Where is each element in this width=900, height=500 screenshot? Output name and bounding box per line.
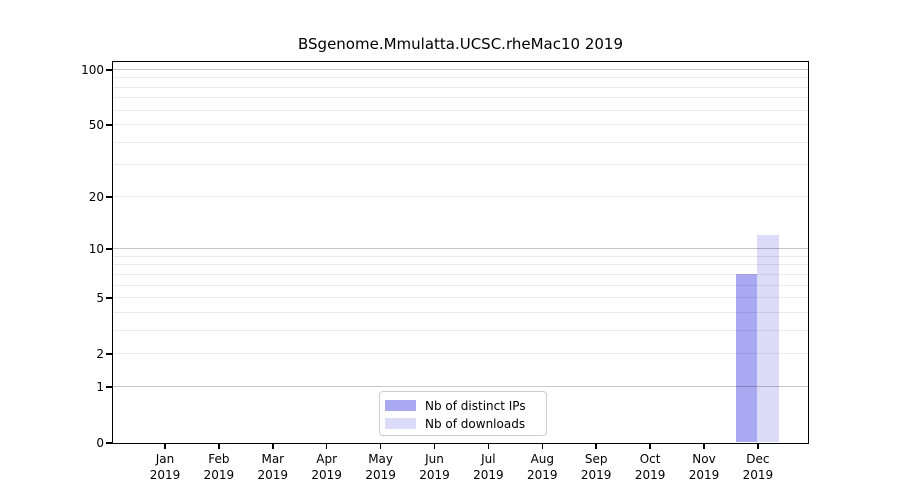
gridline-minor-3 (112, 329, 808, 331)
gridline-minor-70 (112, 97, 808, 99)
gridline-minor-50 (112, 124, 808, 126)
gridline-minor-4 (112, 311, 808, 313)
grid-layer (112, 62, 808, 443)
x-tick-jan (164, 443, 166, 449)
gridline-minor-8 (112, 264, 808, 266)
x-tick-year: 2019 (257, 467, 289, 482)
x-tick-month: Sep (584, 452, 608, 466)
y-tick-1 (106, 386, 113, 388)
x-tick-label-may: May 2019 (349, 452, 413, 483)
x-tick-label-nov: Nov 2019 (672, 452, 736, 483)
y-tick-100 (106, 69, 113, 71)
x-tick-year: 2019 (473, 467, 504, 482)
legend-swatch-distinct-ips (385, 400, 416, 411)
x-tick-label-oct: Oct 2019 (618, 452, 682, 483)
x-tick-apr (325, 443, 328, 449)
legend-label-distinct-ips: Nb of distinct IPs (425, 398, 526, 413)
y-tick-label-0: 0 (96, 436, 104, 450)
x-tick-nov (703, 443, 705, 449)
x-tick-month: Oct (639, 452, 661, 466)
x-tick-label-jul: Jul 2019 (456, 452, 520, 483)
gridline-minor-5 (112, 297, 808, 299)
x-tick-year: 2019 (742, 467, 774, 482)
gridline-major-1 (112, 385, 808, 387)
x-tick-month: Nov (692, 452, 716, 466)
y-tick-5 (106, 297, 113, 299)
gridline-minor-6 (112, 284, 808, 286)
x-tick-jun (433, 443, 436, 449)
x-tick-year: 2019 (149, 467, 181, 482)
y-tick-label-50: 50 (88, 118, 104, 133)
gridline-minor-80 (112, 86, 808, 88)
bar-downloads-dec (757, 235, 779, 443)
x-tick-month: Feb (208, 452, 230, 466)
x-tick-year: 2019 (634, 467, 666, 482)
x-tick-aug (541, 443, 544, 449)
x-tick-year: 2019 (688, 467, 720, 482)
y-tick-20 (106, 196, 113, 198)
x-tick-month: Jan (155, 452, 175, 466)
x-tick-label-dec: Dec 2019 (726, 452, 790, 483)
x-tick-year: 2019 (419, 467, 450, 482)
x-tick-month: Aug (530, 452, 555, 466)
x-tick-label-jun: Jun 2019 (403, 452, 467, 483)
gridline-minor-30 (112, 164, 808, 166)
x-tick-dec (757, 443, 759, 449)
x-tick-sep (595, 443, 597, 449)
x-tick-oct (649, 443, 651, 449)
y-tick-50 (106, 124, 113, 126)
x-tick-year: 2019 (203, 467, 235, 482)
plot-area (111, 60, 809, 444)
legend: Nb of distinct IPs Nb of downloads (379, 391, 547, 436)
x-tick-jul (487, 443, 490, 449)
x-tick-month: Jul (481, 452, 496, 466)
x-tick-month: Dec (746, 452, 770, 466)
gridline-minor-9 (112, 255, 808, 257)
gridline-minor-7 (112, 273, 808, 275)
x-tick-label-aug: Aug 2019 (510, 452, 574, 483)
x-tick-may (379, 443, 382, 449)
x-tick-label-feb: Feb 2019 (187, 452, 251, 483)
y-tick-label-5: 5 (96, 291, 104, 306)
legend-label-downloads: Nb of downloads (425, 416, 526, 431)
x-tick-month: Mar (261, 452, 285, 466)
gridline-minor-60 (112, 109, 808, 111)
x-tick-year: 2019 (365, 467, 396, 482)
x-tick-mar (272, 443, 274, 449)
gridline-minor-90 (112, 77, 808, 79)
y-tick-label-1: 1 (96, 379, 104, 394)
chart-title: BSgenome.Mmulatta.UCSC.rheMac10 2019 (298, 35, 623, 53)
x-tick-month: Apr (316, 452, 338, 466)
x-tick-label-jan: Jan 2019 (133, 452, 197, 483)
x-tick-year: 2019 (580, 467, 612, 482)
x-tick-label-apr: Apr 2019 (295, 452, 359, 483)
y-tick-label-100: 100 (81, 62, 104, 77)
bar-distinct-ips-dec (735, 274, 758, 443)
gridline-major-100 (112, 68, 808, 70)
y-tick-2 (106, 353, 113, 355)
gridline-minor-20 (112, 195, 808, 197)
y-tick-10 (106, 248, 113, 250)
x-tick-month: May (368, 452, 393, 466)
x-tick-month: Jun (425, 452, 444, 466)
legend-swatch-downloads (385, 418, 416, 429)
y-tick-0 (106, 442, 113, 444)
x-tick-year: 2019 (527, 467, 558, 482)
y-tick-label-10: 10 (88, 242, 104, 257)
gridline-major-10 (112, 248, 808, 250)
y-tick-label-2: 2 (96, 347, 104, 362)
gridline-minor-2 (112, 353, 808, 355)
y-tick-label-20: 20 (88, 189, 104, 204)
x-tick-label-mar: Mar 2019 (241, 452, 305, 483)
x-tick-year: 2019 (311, 467, 342, 482)
gridline-minor-40 (112, 141, 808, 143)
x-tick-feb (218, 443, 220, 449)
x-tick-label-sep: Sep 2019 (564, 452, 628, 483)
bars-layer (113, 62, 808, 443)
legend-row-downloads: Nb of downloads (385, 415, 546, 432)
legend-row-distinct-ips: Nb of distinct IPs (385, 397, 546, 414)
